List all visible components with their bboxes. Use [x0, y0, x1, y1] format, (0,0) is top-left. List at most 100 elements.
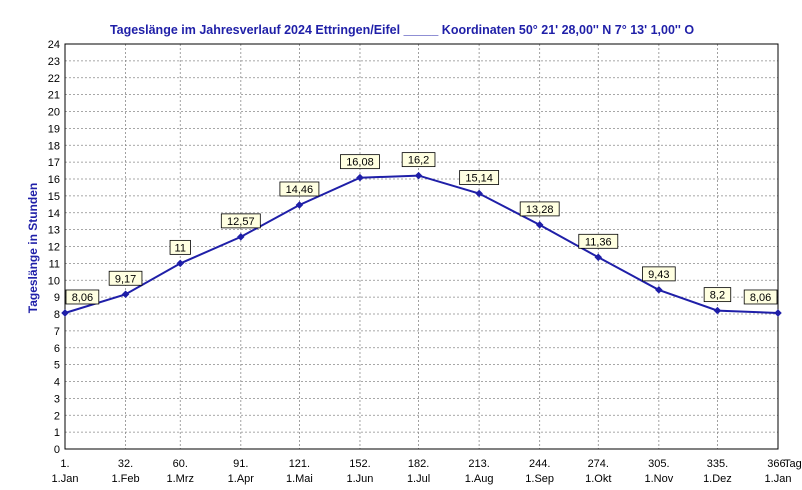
data-point	[535, 221, 544, 229]
data-label-box	[459, 170, 500, 185]
y-tick-label: 7	[54, 326, 60, 338]
x-tick-day-label: 152.	[349, 458, 370, 470]
data-label-box	[703, 287, 732, 303]
x-tick-day-label: 121.	[289, 458, 310, 470]
data-label-text: 16,2	[408, 155, 429, 167]
y-tick-label: 0	[54, 444, 60, 456]
data-label: 8,2	[703, 287, 732, 303]
x-tick-day-label: 32.	[118, 458, 133, 470]
data-label-text: 13,28	[526, 204, 554, 216]
data-label: 8,06	[65, 289, 100, 305]
data-label-box	[743, 289, 778, 305]
x-tick-month-label: 1.Mrz	[167, 473, 195, 485]
y-tick-label: 20	[48, 107, 60, 119]
data-label: 12,57	[220, 213, 261, 229]
series-daylength	[61, 171, 782, 317]
y-tick-label: 2	[54, 410, 60, 422]
data-point	[356, 173, 364, 182]
data-label-box	[519, 201, 560, 217]
data-label-text: 11,36	[585, 236, 612, 248]
y-tick-label: 1	[54, 427, 60, 439]
x-tick-month-label: 1.Nov	[644, 473, 673, 485]
data-labels: 8,06 9,17 11 12,57 14,46 16,08 16,2 15,14 13,28 1…	[65, 152, 778, 305]
data-point	[774, 309, 782, 317]
x-tick-day-label: 182.	[408, 458, 429, 470]
data-label-text: 12,57	[227, 216, 255, 228]
x-tick-month-label: 1.Jan	[52, 473, 79, 485]
y-tick-label: 12	[48, 242, 60, 254]
x-tick-month-label: 1.Jan	[765, 473, 792, 485]
data-label-box	[279, 181, 320, 197]
y-tick-label: 19	[48, 123, 60, 135]
y-tick-label: 22	[48, 73, 60, 85]
x-tick-month-label: 1.Feb	[111, 473, 139, 485]
y-tick-label: 4	[54, 377, 60, 389]
x-tick-day-label: 335.	[707, 458, 728, 470]
data-label: 9,43	[642, 266, 676, 282]
x-tick-day-label: 60.	[173, 458, 188, 470]
x-tick-day-label: 366.	[767, 458, 788, 470]
y-tick-label: 17	[48, 157, 60, 169]
data-label-text: 16,08	[346, 157, 374, 169]
x-tick-day-label: 213.	[468, 458, 489, 470]
data-label-box	[340, 154, 380, 170]
data-label-text: 11	[175, 242, 186, 254]
y-tick-label: 11	[49, 258, 60, 270]
y-tick-label: 8	[54, 309, 60, 321]
x-tick-day-label: 1.	[60, 458, 69, 470]
data-label: 16,2	[401, 152, 436, 168]
x-tick-day-label: 305.	[648, 458, 669, 470]
data-label: 13,28	[519, 201, 560, 217]
x-tick-month-label: 1.Dez	[703, 473, 732, 485]
data-label-box	[220, 213, 261, 229]
data-label-box	[169, 239, 191, 255]
data-label-text: 9,17	[115, 273, 136, 285]
data-point	[475, 189, 483, 198]
data-point	[61, 309, 69, 317]
y-tick-label: 3	[54, 393, 60, 405]
y-tick-label: 18	[48, 140, 60, 152]
x-tick-month-label: 1.Jul	[407, 473, 430, 485]
y-tick-label: 23	[48, 56, 60, 68]
data-point	[594, 253, 603, 262]
y-tick-label: 13	[48, 225, 60, 237]
x-tick-day-label: 91.	[233, 458, 248, 470]
data-label-box	[401, 152, 436, 168]
x-tick-day-label: 244.	[529, 458, 550, 470]
data-label-text: 8,2	[710, 290, 725, 302]
data-label: 15,14	[459, 170, 500, 185]
y-axis-label: Tageslänge in Stunden	[26, 183, 40, 313]
y-tick-label: 14	[48, 208, 60, 220]
data-label: 11,36	[578, 233, 619, 249]
data-label-text: 9,43	[648, 269, 669, 281]
y-tick-label: 5	[54, 360, 60, 372]
y-tick-label: 24	[48, 39, 60, 51]
data-label-text: 15,14	[465, 173, 493, 185]
y-tick-label: 9	[54, 292, 60, 304]
data-label: 14,46	[279, 181, 320, 197]
y-tick-label: 21	[48, 90, 60, 102]
x-tick-month-label: 1.Sep	[525, 473, 554, 485]
data-label: 8,06	[743, 289, 778, 305]
x-tick-month-label: 1.Aug	[465, 473, 494, 485]
data-label-box	[108, 270, 143, 286]
data-point	[713, 306, 722, 315]
data-label: 11	[169, 239, 191, 255]
data-point	[237, 233, 245, 241]
data-label: 16,08	[340, 154, 380, 170]
x-axis-unit: Tag	[784, 458, 802, 470]
data-label-text: 14,46	[286, 184, 314, 196]
x-tick-month-label: 1.Okt	[585, 473, 611, 485]
x-tick-month-label: 1.Jun	[347, 473, 374, 485]
data-point	[655, 286, 663, 294]
data-label: 9,17	[108, 270, 143, 286]
x-axis-ticks: 1. 1.Jan 32. 1.Feb 60. 1.Mrz 91. 1.Apr 121. 1.Mai…	[52, 458, 792, 485]
y-tick-label: 10	[48, 275, 60, 287]
x-tick-month-label: 1.Apr	[228, 473, 255, 485]
y-tick-label: 6	[54, 343, 60, 355]
data-point	[295, 201, 304, 209]
y-tick-label: 16	[48, 174, 60, 186]
data-point	[121, 290, 130, 299]
